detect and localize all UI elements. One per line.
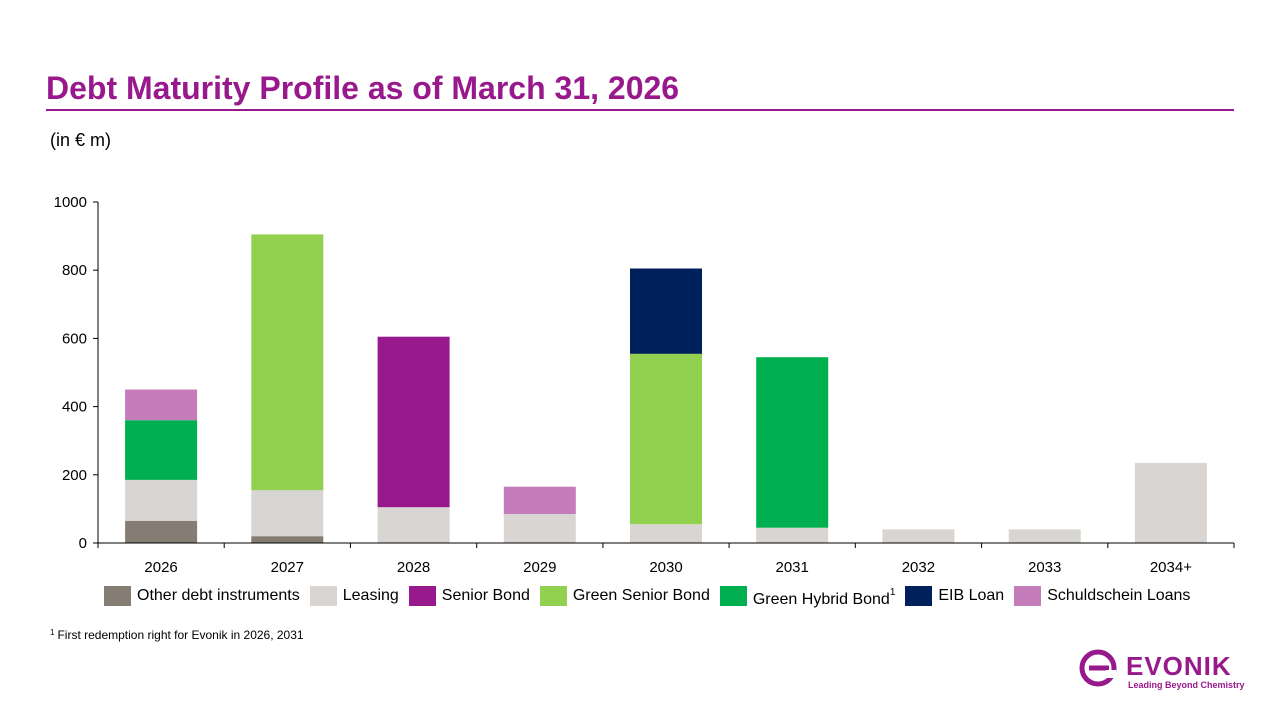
legend-label: Leasing bbox=[342, 587, 399, 604]
title-rule bbox=[46, 109, 1234, 111]
legend-item-green-senior-bond: Green Senior Bond bbox=[539, 586, 710, 606]
legend-swatch bbox=[1014, 586, 1042, 606]
bar-other-debt-instruments-2026 bbox=[125, 520, 198, 543]
legend-swatch bbox=[719, 586, 747, 606]
bar-eib-loan-2030 bbox=[630, 268, 702, 354]
y-tick-label: 600 bbox=[62, 330, 87, 347]
bar-leasing-2028 bbox=[377, 507, 450, 543]
evonik-logo: EVONIK Leading Beyond Chemistry bbox=[1078, 648, 1245, 692]
bar-leasing-2034 bbox=[1134, 462, 1207, 543]
y-tick-label: 1000 bbox=[54, 194, 87, 211]
legend-label: EIB Loan bbox=[938, 587, 1005, 604]
evonik-logo-mark bbox=[1079, 649, 1117, 687]
y-tick-label: 0 bbox=[79, 535, 87, 552]
bar-leasing-2032 bbox=[882, 529, 955, 543]
bar-leasing-2033 bbox=[1008, 529, 1081, 543]
bar-leasing-2031 bbox=[756, 527, 829, 543]
legend-swatch bbox=[539, 586, 567, 606]
legend-swatch bbox=[905, 586, 933, 606]
bar-other-debt-instruments-2027 bbox=[251, 536, 324, 543]
y-tick-label: 800 bbox=[62, 262, 87, 279]
legend-swatch bbox=[408, 586, 436, 606]
legend-item-green-hybrid-bond: Green Hybrid Bond1 bbox=[719, 583, 896, 610]
legend-label: Green Senior Bond bbox=[572, 587, 710, 604]
footnote-marker: 1 bbox=[50, 628, 55, 637]
x-tick-label: 2034+ bbox=[1150, 559, 1192, 576]
legend-item-eib-loan: EIB Loan bbox=[905, 586, 1004, 606]
y-tick-label: 400 bbox=[62, 399, 87, 416]
legend-item-leasing: Leasing bbox=[309, 586, 399, 606]
x-tick-label: 2028 bbox=[397, 559, 430, 576]
bar-leasing-2030 bbox=[630, 524, 702, 543]
legend-item-schuldschein-loans: Schuldschein Loans bbox=[1014, 586, 1190, 606]
legend: Other debt instruments Leasing Senior Bond… bbox=[104, 583, 1200, 610]
bar-leasing-2029 bbox=[503, 514, 576, 543]
bar-green-senior-bond-2027 bbox=[251, 234, 324, 491]
legend-label: Senior Bond bbox=[441, 587, 530, 604]
x-tick-label: 2031 bbox=[776, 559, 809, 576]
legend-swatch bbox=[309, 586, 337, 606]
x-tick-label: 2027 bbox=[271, 559, 304, 576]
bars-layer bbox=[125, 234, 1207, 543]
units-label: (in € m) bbox=[50, 130, 112, 150]
legend-label: Other debt instruments bbox=[137, 587, 300, 604]
x-tick-label: 2030 bbox=[649, 559, 682, 576]
bar-leasing-2026 bbox=[125, 479, 198, 521]
logo-tagline: Leading Beyond Chemistry bbox=[1128, 680, 1245, 690]
x-tick-label: 2033 bbox=[1028, 559, 1061, 576]
legend-swatch bbox=[104, 586, 131, 606]
x-tick-label: 2032 bbox=[902, 559, 935, 576]
bar-schuldschein-loans-2029 bbox=[503, 486, 576, 514]
bar-green-senior-bond-2030 bbox=[630, 353, 702, 525]
debt-maturity-chart: 2026 2027 2028 2029 2030 2031 2032 2033 2034+ 0 20… bbox=[54, 194, 1235, 576]
footnote-text: First redemption right for Evonik in 202… bbox=[57, 628, 304, 642]
footnote: 1 First redemption right for Evonik in 20… bbox=[50, 625, 304, 643]
bar-leasing-2027 bbox=[251, 490, 324, 537]
slide-title: Debt Maturity Profile as of March 31, 20… bbox=[46, 70, 680, 106]
x-tick-label: 2029 bbox=[523, 559, 556, 576]
bar-green-hybrid-bond-2031 bbox=[756, 357, 829, 528]
bar-senior-bond-2028 bbox=[377, 336, 450, 508]
legend-label: Schuldschein Loans bbox=[1047, 587, 1191, 604]
logo-wordmark: EVONIK bbox=[1126, 651, 1232, 681]
bar-green-hybrid-bond-2026 bbox=[125, 420, 198, 480]
legend-item-other-debt-instruments: Other debt instruments bbox=[104, 586, 300, 606]
legend-footnote-marker: 1 bbox=[889, 586, 896, 598]
legend-label: Green Hybrid Bond1 bbox=[752, 586, 896, 608]
x-tick-label: 2026 bbox=[144, 559, 177, 576]
y-tick-label: 200 bbox=[62, 467, 87, 484]
legend-item-senior-bond: Senior Bond bbox=[408, 586, 530, 606]
bar-schuldschein-loans-2026 bbox=[125, 389, 198, 421]
axis-layer: 2026 2027 2028 2029 2030 2031 2032 2033 2034+ 0 20… bbox=[54, 194, 1235, 576]
